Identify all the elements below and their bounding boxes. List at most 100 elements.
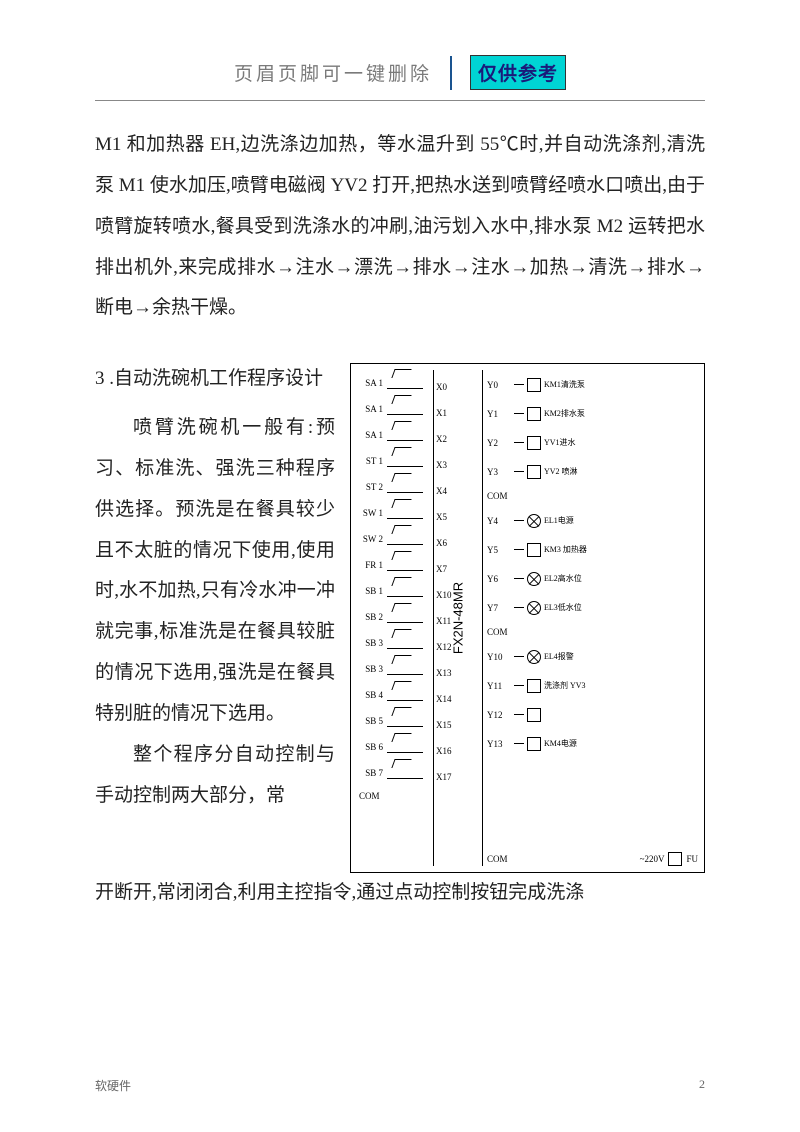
output-pin: Y13: [487, 739, 511, 749]
switch-symbol: [387, 637, 423, 649]
input-label: SB 2: [357, 612, 383, 622]
input-row: SB 3: [357, 656, 429, 682]
output-label: KM3 加热器: [544, 544, 587, 555]
output-pin: Y6: [487, 574, 511, 584]
relay-box-icon: [527, 378, 541, 392]
switch-symbol: [387, 559, 423, 571]
switch-symbol: [387, 403, 423, 415]
section-title: 3 .自动洗碗机工作程序设计: [95, 359, 335, 400]
diagram-plc-body: X0X1X2X3X4X5X6X7X10X11X12X13X14X15X16X17…: [433, 370, 483, 866]
output-row: Y11洗涤剂 YV3: [487, 671, 698, 700]
input-label: SA 1: [357, 404, 383, 414]
output-label: YV2 喷淋: [544, 466, 578, 477]
output-pin: Y2: [487, 438, 511, 448]
input-label: ST 1: [357, 456, 383, 466]
relay-box-icon: [527, 436, 541, 450]
input-label: SB 7: [357, 768, 383, 778]
fuse-icon: [668, 852, 682, 866]
output-row: Y6 EL2高水位: [487, 564, 698, 593]
output-row: Y3 YV2 喷淋: [487, 457, 698, 486]
input-label: ST 2: [357, 482, 383, 492]
pin-label: X13: [436, 660, 480, 686]
pin-label: X3: [436, 452, 480, 478]
output-row: Y5KM3 加热器: [487, 535, 698, 564]
output-label: EL2高水位: [544, 573, 582, 584]
output-pin: Y3: [487, 467, 511, 477]
switch-symbol: [387, 767, 423, 779]
lamp-icon: [527, 601, 541, 615]
input-row: SW 1: [357, 500, 429, 526]
output-pin: Y4: [487, 516, 511, 526]
paragraph-1: M1 和加热器 EH,边洗涤边加热，等水温升到 55℃时,并自动洗涤剂,清洗泵 …: [95, 125, 705, 329]
lamp-icon: [527, 514, 541, 528]
output-pin: Y1: [487, 409, 511, 419]
input-row: SB 3: [357, 630, 429, 656]
input-row: SB 5: [357, 708, 429, 734]
paragraph-3-part1: 整个程序分自动控制与手动控制两大部分，常: [95, 735, 335, 817]
switch-symbol: [387, 689, 423, 701]
output-row: Y4EL1电源: [487, 506, 698, 535]
relay-box-icon: [527, 737, 541, 751]
document-page: 页眉页脚可一键删除 仅供参考 M1 和加热器 EH,边洗涤边加热，等水温升到 5…: [0, 0, 800, 1132]
output-pin: COM: [487, 627, 511, 637]
content-row: 3 .自动洗碗机工作程序设计 喷臂洗碗机一般有:预习、标准洗、强洗三种程序供选择…: [95, 359, 705, 873]
output-row: Y0KM1清洗泵: [487, 370, 698, 399]
output-row: COM: [487, 486, 698, 506]
diagram-outputs: Y0KM1清洗泵Y1KM2排水泵Y2YV1进水 Y3 YV2 喷淋 COM Y4EL1电…: [487, 370, 698, 866]
input-label: SB 3: [357, 664, 383, 674]
input-label: FR 1: [357, 560, 383, 570]
input-row: ST 1: [357, 448, 429, 474]
output-row: Y7EL3低水位: [487, 593, 698, 622]
right-column: SA 1SA 1SA 1ST 1ST 2SW 1SW 2FR 1SB 1SB 2…: [350, 359, 705, 873]
input-label: SW 1: [357, 508, 383, 518]
switch-symbol: [387, 429, 423, 441]
pin-label: X2: [436, 426, 480, 452]
pin-label: X4: [436, 478, 480, 504]
footer-page-number: 2: [699, 1077, 705, 1094]
page-header: 页眉页脚可一键删除 仅供参考: [95, 55, 705, 90]
fuse-label: FU: [686, 854, 698, 864]
switch-symbol: [387, 663, 423, 675]
relay-box-icon: [527, 465, 541, 479]
output-row: Y10EL4报警: [487, 642, 698, 671]
relay-box-icon: [527, 543, 541, 557]
pin-label: X14: [436, 686, 480, 712]
plc-wiring-diagram: SA 1SA 1SA 1ST 1ST 2SW 1SW 2FR 1SB 1SB 2…: [350, 363, 705, 873]
input-row: SA 1: [357, 422, 429, 448]
output-row: COM: [487, 622, 698, 642]
header-text: 页眉页脚可一键删除: [234, 59, 432, 86]
output-label: 洗涤剂 YV3: [544, 680, 586, 691]
relay-box-icon: [527, 679, 541, 693]
header-divider: [450, 56, 452, 90]
switch-symbol: [387, 611, 423, 623]
power-com: COM: [487, 854, 508, 864]
output-label: KM1清洗泵: [544, 379, 585, 390]
input-row: SA 1: [357, 370, 429, 396]
pin-label: X17: [436, 764, 480, 790]
pin-label: X15: [436, 712, 480, 738]
input-row: SB 2: [357, 604, 429, 630]
output-row: Y1KM2排水泵: [487, 399, 698, 428]
paragraph-3-part2: 开断开,常闭闭合,利用主控指令,通过点动控制按钮完成洗涤: [95, 873, 705, 914]
input-row: SB 7: [357, 760, 429, 786]
pin-label: X6: [436, 530, 480, 556]
switch-symbol: [387, 585, 423, 597]
pin-label: X16: [436, 738, 480, 764]
input-row: SB 4: [357, 682, 429, 708]
input-row: SA 1: [357, 396, 429, 422]
power-row: COM~220VFU: [487, 852, 698, 866]
input-row: SB 6: [357, 734, 429, 760]
diagram-inputs: SA 1SA 1SA 1ST 1ST 2SW 1SW 2FR 1SB 1SB 2…: [357, 370, 429, 866]
output-pin: Y10: [487, 652, 511, 662]
lamp-icon: [527, 650, 541, 664]
output-label: KM4电源: [544, 738, 577, 749]
relay-box-icon: [527, 407, 541, 421]
output-row: Y2YV1进水: [487, 428, 698, 457]
output-row: Y13 KM4电源: [487, 729, 698, 758]
output-pin: COM: [487, 491, 511, 501]
switch-symbol: [387, 481, 423, 493]
pin-label: X1: [436, 400, 480, 426]
input-row: SB 1: [357, 578, 429, 604]
input-label: SA 1: [357, 378, 383, 388]
switch-symbol: [387, 715, 423, 727]
